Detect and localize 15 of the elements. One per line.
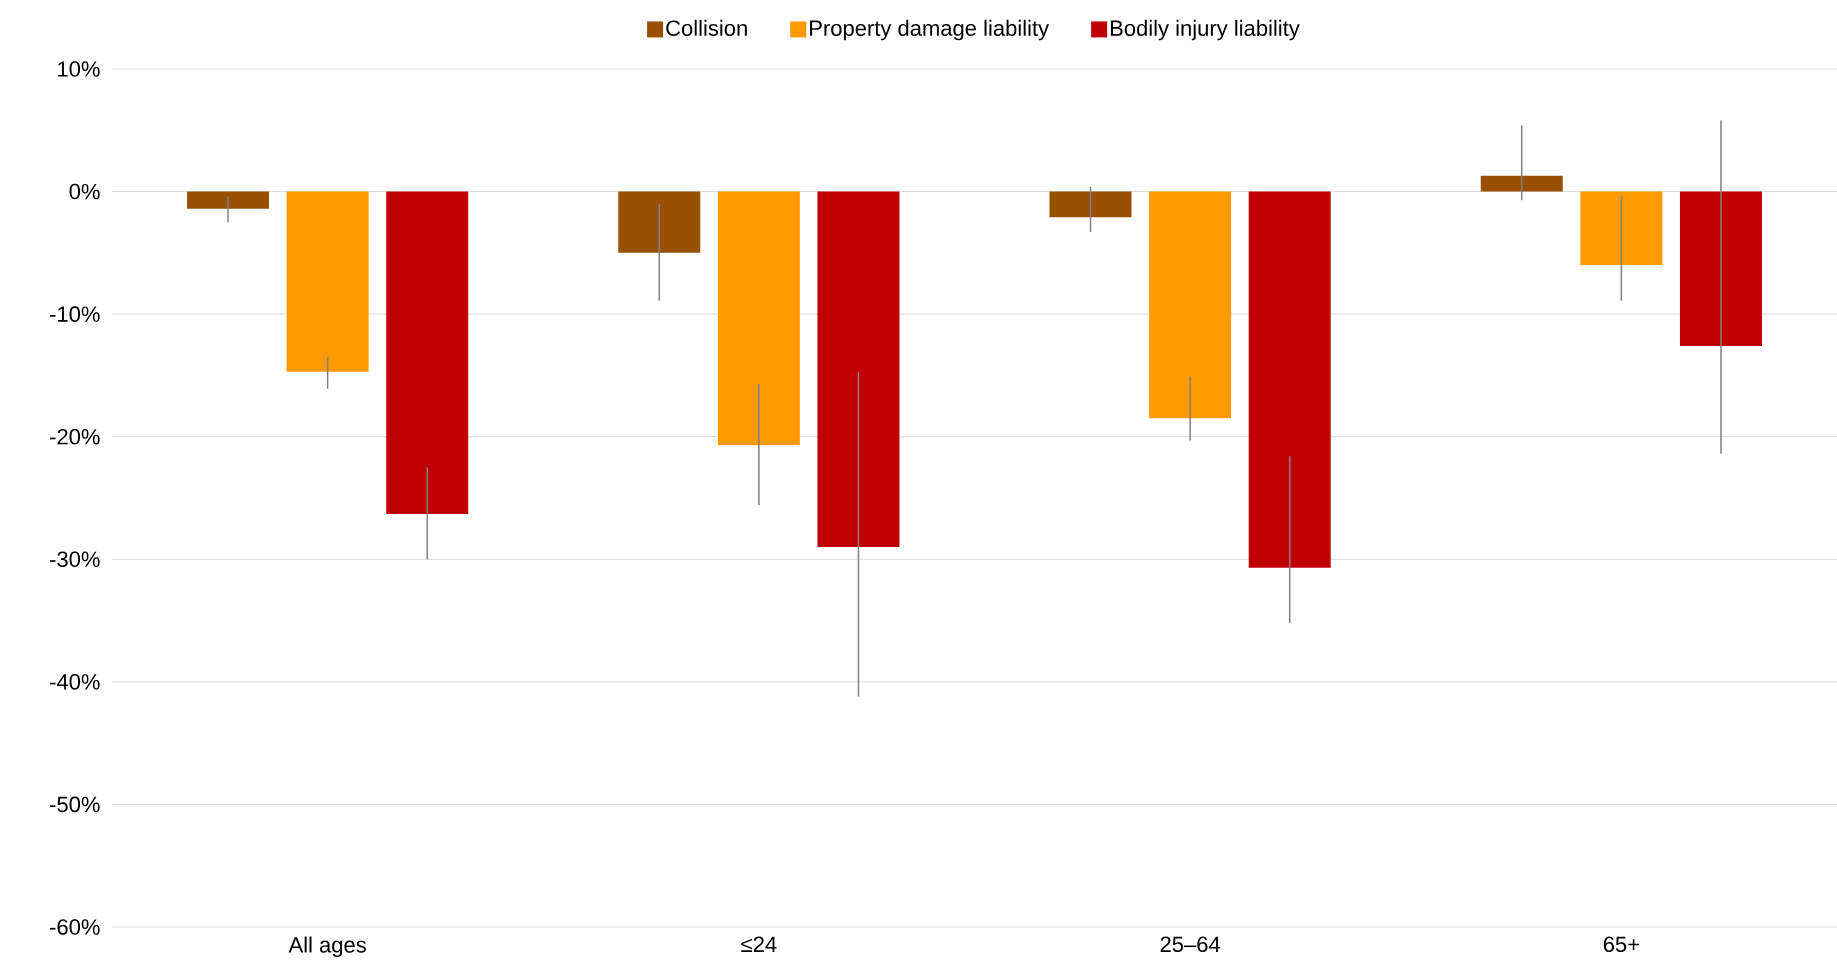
y-tick-label: -20% [50,428,100,445]
y-tick-label: -40% [50,674,100,690]
y-tick-label: 10% [58,61,100,77]
legend-label: Collision [666,19,747,36]
x-tick-label: All ages [288,936,366,958]
y-tick-label: 0% [69,183,100,200]
y-tick-label: -50% [50,796,100,813]
x-tick-label: 25–64 [1160,936,1221,953]
x-tick-label: 65+ [1603,936,1639,953]
x-tick-label: ≤24 [741,936,777,952]
y-tick-label: -10% [50,306,100,322]
y-tick-label: -60% [50,919,100,935]
legend-label: Property damage liability [810,19,1050,41]
legend-label: Bodily injury liability [1110,19,1300,41]
y-tick-label: -30% [50,551,100,568]
